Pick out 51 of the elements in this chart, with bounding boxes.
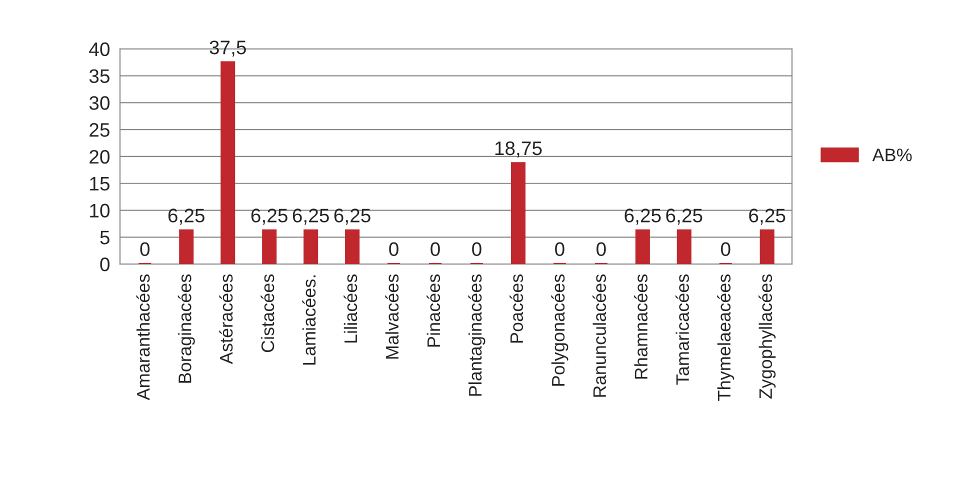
y-tick-label: 0 [100, 258, 110, 272]
x-tick-label: Cistacées [260, 274, 274, 352]
data-label: 6,25 [251, 208, 288, 225]
data-label: 0 [555, 242, 564, 256]
data-label: 6,25 [666, 208, 702, 225]
x-tick-label: Amaranthacées [136, 274, 150, 400]
x-tick-label: Thymelaeacées [717, 274, 734, 401]
x-tick-label: Poacées [510, 274, 524, 343]
y-tick-label: 10 [90, 204, 110, 218]
y-tick-label: 20 [90, 150, 110, 164]
x-tick-label: Plantaginacées [468, 274, 486, 396]
data-label: 6,25 [168, 208, 204, 225]
x-tick-label: Ranunculacées [592, 274, 606, 397]
legend-label: AB% [872, 148, 912, 162]
bar [510, 162, 526, 264]
y-tick-label: 25 [90, 123, 110, 137]
data-label: 6,25 [292, 208, 329, 225]
bar [760, 229, 774, 264]
y-tick-label: 30 [89, 96, 110, 110]
data-label: 0 [596, 242, 606, 256]
bar [220, 61, 236, 264]
x-tick-label: Liliacées [344, 274, 358, 343]
data-label: 6,25 [334, 208, 370, 225]
bar [345, 229, 360, 264]
y-tick-label: 15 [90, 177, 110, 191]
bar [179, 229, 194, 264]
bar [262, 229, 277, 264]
data-label: 0 [720, 242, 730, 256]
x-tick-label: Tamaricacées [676, 274, 689, 385]
x-tick-label: Zygophyllacées [758, 274, 776, 399]
x-tick-label: Polygonacées [551, 274, 568, 386]
data-label: 0 [430, 242, 440, 256]
data-label: 18,75 [495, 141, 542, 158]
data-label: 6,25 [749, 208, 786, 225]
x-tick-label: Malvacées [385, 274, 399, 359]
y-tick-label: 5 [100, 230, 110, 244]
data-label: 37,5 [210, 40, 246, 57]
y-tick-label: 40 [89, 42, 110, 56]
y-tick-label: 35 [89, 69, 110, 84]
x-tick-label: Pinacées [426, 274, 440, 347]
x-tick-label: Lamiacées. [302, 275, 316, 365]
bar [676, 229, 692, 264]
x-tick-label: Astéracées [219, 274, 233, 364]
x-tick-label: Rhamnacées [634, 274, 648, 379]
data-label: 6,25 [624, 208, 661, 225]
bar [635, 229, 650, 264]
x-tick-label: Boraginacées [178, 274, 195, 383]
data-label: 0 [472, 242, 482, 256]
data-label: 0 [140, 242, 150, 256]
data-label: 0 [389, 242, 398, 256]
bar [304, 229, 318, 264]
